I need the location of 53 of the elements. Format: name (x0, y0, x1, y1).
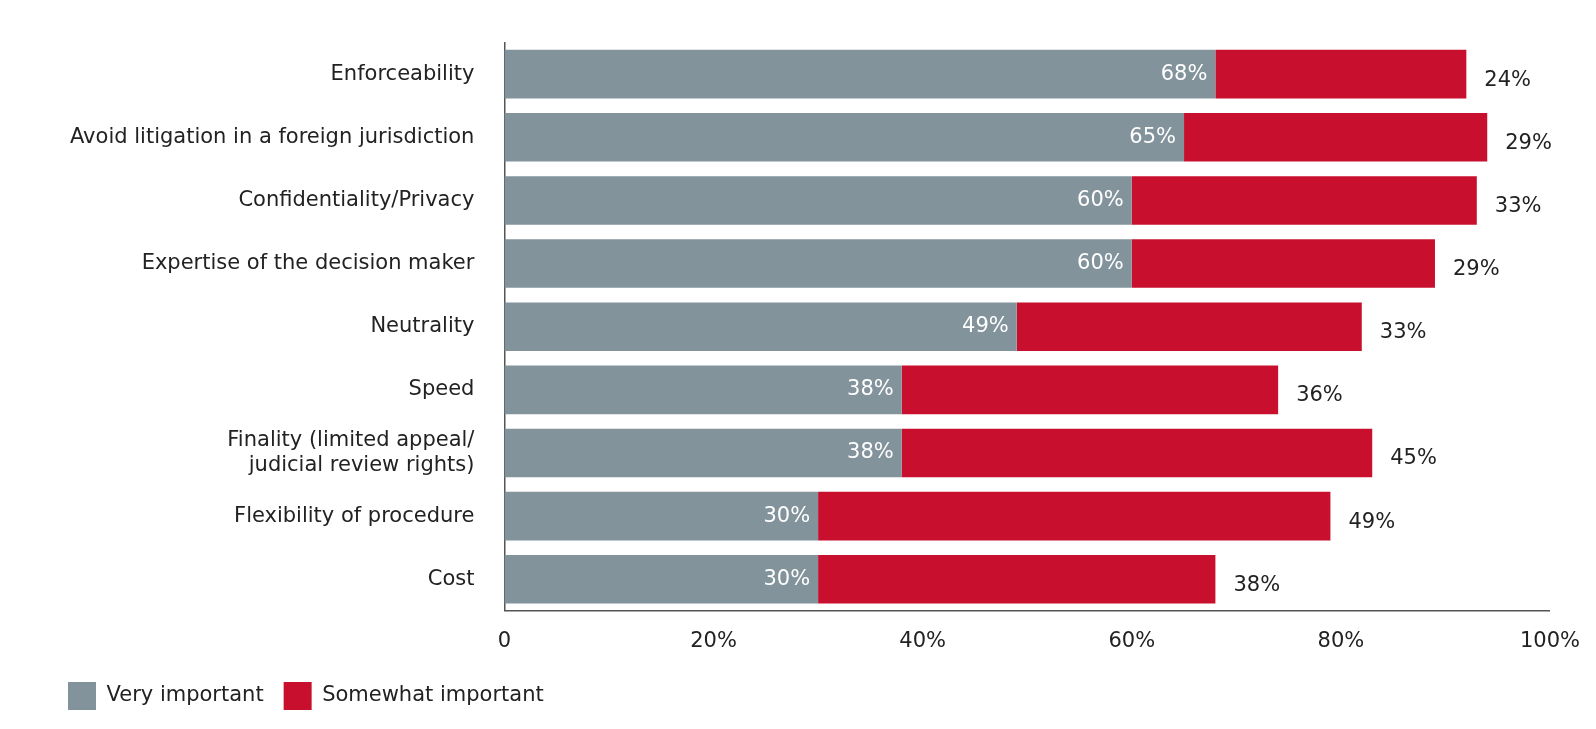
bar (1184, 112, 1488, 162)
y-tick-label: Avoid litigation in a foreign jurisdiction (69, 123, 475, 148)
y-tick-label: Cost (427, 565, 475, 590)
data-label: 65% (1129, 123, 1177, 148)
data-label: 49% (962, 313, 1009, 338)
data-label: 60% (1077, 186, 1124, 211)
data-label: 33% (1379, 319, 1427, 344)
bar (901, 365, 1279, 415)
bar (504, 554, 819, 604)
y-tick-label: Expertise of the decision maker (141, 250, 475, 275)
x-tick-label: 20% (690, 627, 737, 652)
bar (1215, 49, 1467, 99)
bar (818, 491, 1331, 541)
data-label: 49% (1348, 508, 1396, 533)
data-label: 30% (763, 502, 811, 527)
data-label: 38% (1233, 571, 1281, 596)
data-label: 36% (1296, 382, 1343, 407)
bar (504, 176, 1132, 225)
bar (504, 49, 1216, 99)
bar (1131, 176, 1477, 225)
y-tick-label: Neutrality (370, 313, 475, 338)
y-tick-label: Finality (limited appeal/ judicial review rights) (227, 426, 476, 477)
bar (504, 302, 1017, 352)
bar (818, 554, 1216, 604)
legend-label: Very important (106, 682, 264, 707)
bar (1131, 239, 1435, 288)
data-label: 60% (1077, 250, 1124, 275)
data-label: 30% (763, 565, 811, 590)
data-label: 38% (847, 439, 894, 464)
y-tick-label: Enforceability (330, 60, 475, 85)
x-tick-label: 60% (1108, 627, 1156, 652)
bar (1016, 302, 1362, 352)
data-label: 29% (1505, 129, 1552, 154)
bar (504, 112, 1185, 162)
bar (504, 428, 902, 478)
y-tick-label: Flexibility of procedure (234, 502, 475, 527)
data-label: 45% (1390, 445, 1437, 470)
y-tick-label: Confidentiality/Privacy (238, 186, 475, 211)
x-tick-label: 0 (497, 627, 512, 652)
x-tick-label: 100% (1519, 627, 1581, 652)
x-tick-label: 80% (1317, 627, 1365, 652)
data-label: 24% (1484, 66, 1532, 91)
bar (504, 491, 819, 541)
bar (504, 239, 1132, 288)
data-label: 68% (1160, 60, 1208, 85)
data-label: 29% (1452, 256, 1500, 281)
bar (901, 428, 1373, 478)
bar (504, 365, 902, 415)
y-tick-label: Speed (408, 376, 475, 401)
data-label: 33% (1494, 192, 1542, 217)
data-label: 38% (847, 376, 894, 401)
x-tick-label: 40% (899, 627, 946, 652)
legend-label: Somewhat important (322, 682, 544, 707)
